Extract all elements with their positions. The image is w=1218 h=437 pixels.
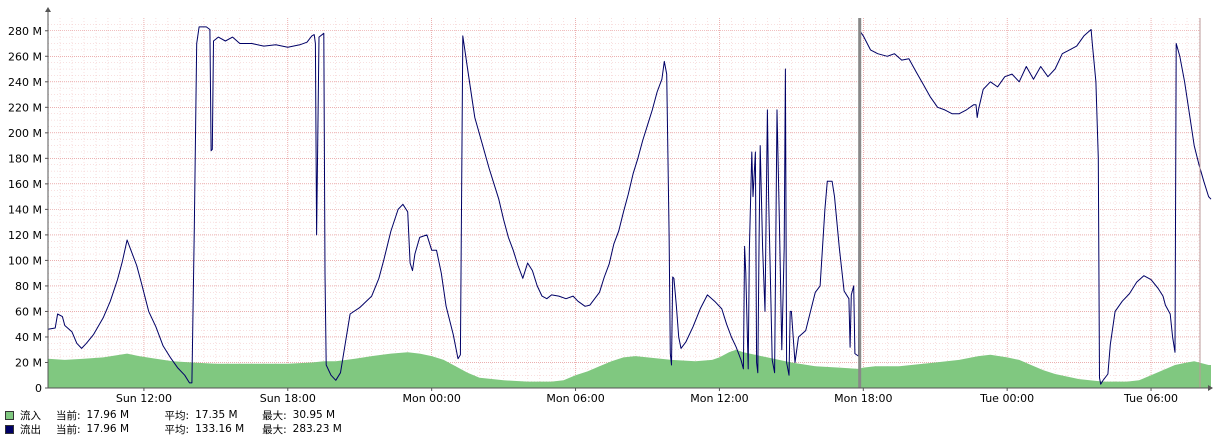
- legend-current-value: 17.96 M: [86, 423, 130, 435]
- y-tick-label: 60 M: [15, 305, 42, 318]
- legend-row-inbound: 流入 当前: 17.96 M 平均: 17.35 M 最大: 30.95 M: [5, 408, 347, 422]
- legend-avg-label: 平均:: [164, 409, 190, 422]
- x-tick-label: Tue 00:00: [979, 392, 1034, 405]
- legend-avg-value: 133.16 M: [195, 423, 245, 435]
- legend-avg-label: 平均:: [164, 423, 190, 436]
- y-tick-label: 220 M: [8, 101, 42, 114]
- y-tick-label: 240 M: [8, 76, 42, 89]
- y-tick-label: 120 M: [8, 229, 42, 242]
- legend-current-label: 当前:: [56, 423, 81, 436]
- legend-swatch-outbound: [5, 424, 14, 434]
- x-axis-ticks: Sun 12:00 Sun 18:00 Mon 00:00 Mon 06:00 Mon …: [116, 388, 1178, 405]
- outbound-line: [47, 26, 1212, 385]
- y-tick-label: 100 M: [8, 254, 42, 267]
- y-tick-label: 40 M: [15, 331, 42, 344]
- y-tick-label: 140 M: [8, 203, 42, 216]
- x-tick-label: Mon 06:00: [546, 392, 604, 405]
- legend-max-label: 最大:: [262, 423, 287, 436]
- x-tick-label: Sun 18:00: [260, 392, 316, 405]
- x-tick-label: Mon 12:00: [690, 392, 748, 405]
- legend-max-label: 最大:: [262, 409, 287, 422]
- y-tick-label: 20 M: [15, 356, 42, 369]
- legend-current-value: 17.96 M: [86, 409, 130, 421]
- y-tick-label: 280 M: [8, 25, 42, 38]
- x-tick-label: Mon 18:00: [834, 392, 892, 405]
- y-axis-arrow: [45, 7, 51, 12]
- major-grid: [48, 18, 1199, 388]
- y-tick-label: 80 M: [15, 280, 42, 293]
- x-axis-arrow: [1208, 385, 1213, 391]
- y-tick-label: 180 M: [8, 152, 42, 165]
- x-tick-label: Mon 00:00: [402, 392, 460, 405]
- inbound-area-series: [48, 349, 1211, 388]
- inbound-area: [48, 349, 1211, 388]
- outbound-line-series: [47, 26, 1212, 385]
- legend-max-value: 30.95 M: [292, 409, 336, 421]
- legend-avg-value: 17.35 M: [195, 409, 238, 421]
- axes: [45, 7, 1213, 391]
- traffic-chart: 0 20 M 40 M 60 M 80 M 100 M 120 M 140 M 160 M 180…: [8, 7, 1213, 405]
- legend-name-inbound: 流入: [20, 409, 41, 422]
- legend-row-outbound: 流出 当前: 17.96 M 平均: 133.16 M 最大: 283.23 M: [5, 422, 347, 436]
- x-tick-label: Tue 06:00: [1123, 392, 1178, 405]
- y-tick-label: 160 M: [8, 178, 42, 191]
- legend-name-outbound: 流出: [20, 423, 41, 436]
- y-tick-label: 0: [35, 382, 42, 395]
- legend-swatch-inbound: [5, 410, 14, 420]
- minor-grid: [47, 18, 1200, 388]
- y-axis-ticks: 0 20 M 40 M 60 M 80 M 100 M 120 M 140 M 160 M 180…: [8, 25, 48, 395]
- legend-max-value: 283.23 M: [292, 423, 342, 435]
- legend-current-label: 当前:: [56, 409, 81, 422]
- legend: 流入 当前: 17.96 M 平均: 17.35 M 最大: 30.95 M 流…: [5, 408, 347, 436]
- y-tick-label: 260 M: [8, 50, 42, 63]
- y-tick-label: 200 M: [8, 127, 42, 140]
- x-tick-label: Sun 12:00: [116, 392, 172, 405]
